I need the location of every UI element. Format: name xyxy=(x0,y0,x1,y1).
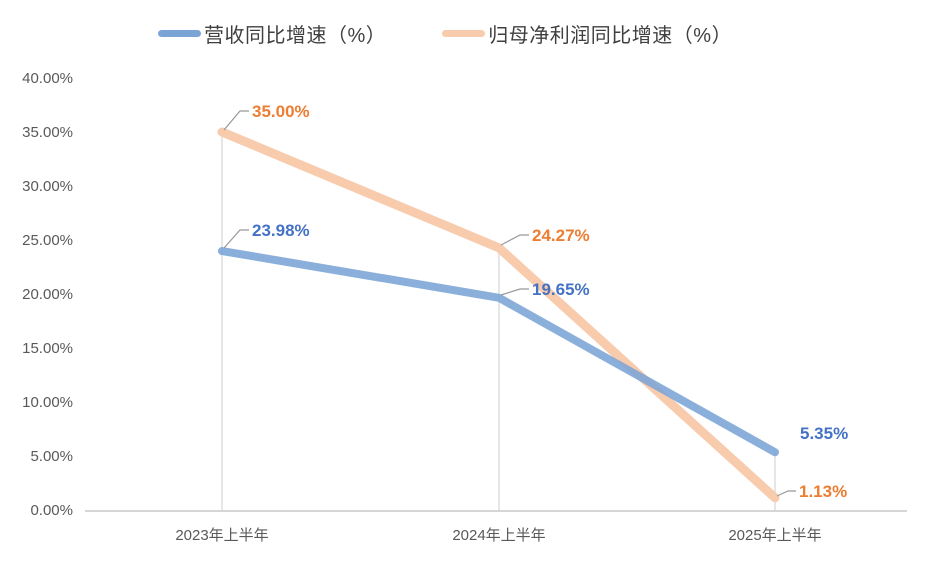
data-label: 1.13% xyxy=(799,482,847,501)
x-axis-category-label: 2024年上半年 xyxy=(452,527,545,544)
y-axis-tick-label: 20.00% xyxy=(22,286,73,303)
x-axis-category-label: 2023年上半年 xyxy=(175,527,268,544)
netprofit-series-swatch-icon xyxy=(442,30,486,37)
y-axis-tick-label: 30.00% xyxy=(22,178,73,195)
revenue-growth-line xyxy=(218,247,779,457)
legend-item-revenue-growth: 营收同比增速（%） xyxy=(158,19,386,48)
data-label: 23.98% xyxy=(252,221,310,240)
data-label: 19.65% xyxy=(532,280,590,299)
label-leader-line xyxy=(500,234,529,246)
legend-label-revenue-growth: 营收同比增速（%） xyxy=(204,25,387,47)
label-leader-line xyxy=(500,288,529,296)
y-axis-tick-label: 0.00% xyxy=(30,502,73,519)
legend-item-netprofit-growth: 归母净利润同比增速（%） xyxy=(442,19,732,48)
y-axis-tick-label: 25.00% xyxy=(22,232,73,249)
y-axis-tick-label: 40.00% xyxy=(22,70,73,87)
data-label: 35.00% xyxy=(252,102,310,121)
data-label: 24.27% xyxy=(532,226,590,245)
chart-legend: 营收同比增速（%） 归母净利润同比增速（%） xyxy=(158,19,732,48)
x-axis-category-label: 2025年上半年 xyxy=(728,527,821,544)
revenue-series-swatch-icon xyxy=(158,30,201,37)
y-axis-tick-label: 35.00% xyxy=(22,124,73,141)
label-leader-line xyxy=(223,110,249,131)
netprofit-growth-line xyxy=(217,127,780,503)
data-label: 5.35% xyxy=(800,424,848,443)
label-leader-line xyxy=(776,490,796,497)
y-axis-tick-label: 15.00% xyxy=(22,340,73,357)
y-axis-tick-label: 5.00% xyxy=(30,448,73,465)
y-axis-tick-label: 10.00% xyxy=(22,394,73,411)
label-leader-line xyxy=(223,229,249,249)
legend-label-netprofit-growth: 归母净利润同比增速（%） xyxy=(488,25,733,47)
